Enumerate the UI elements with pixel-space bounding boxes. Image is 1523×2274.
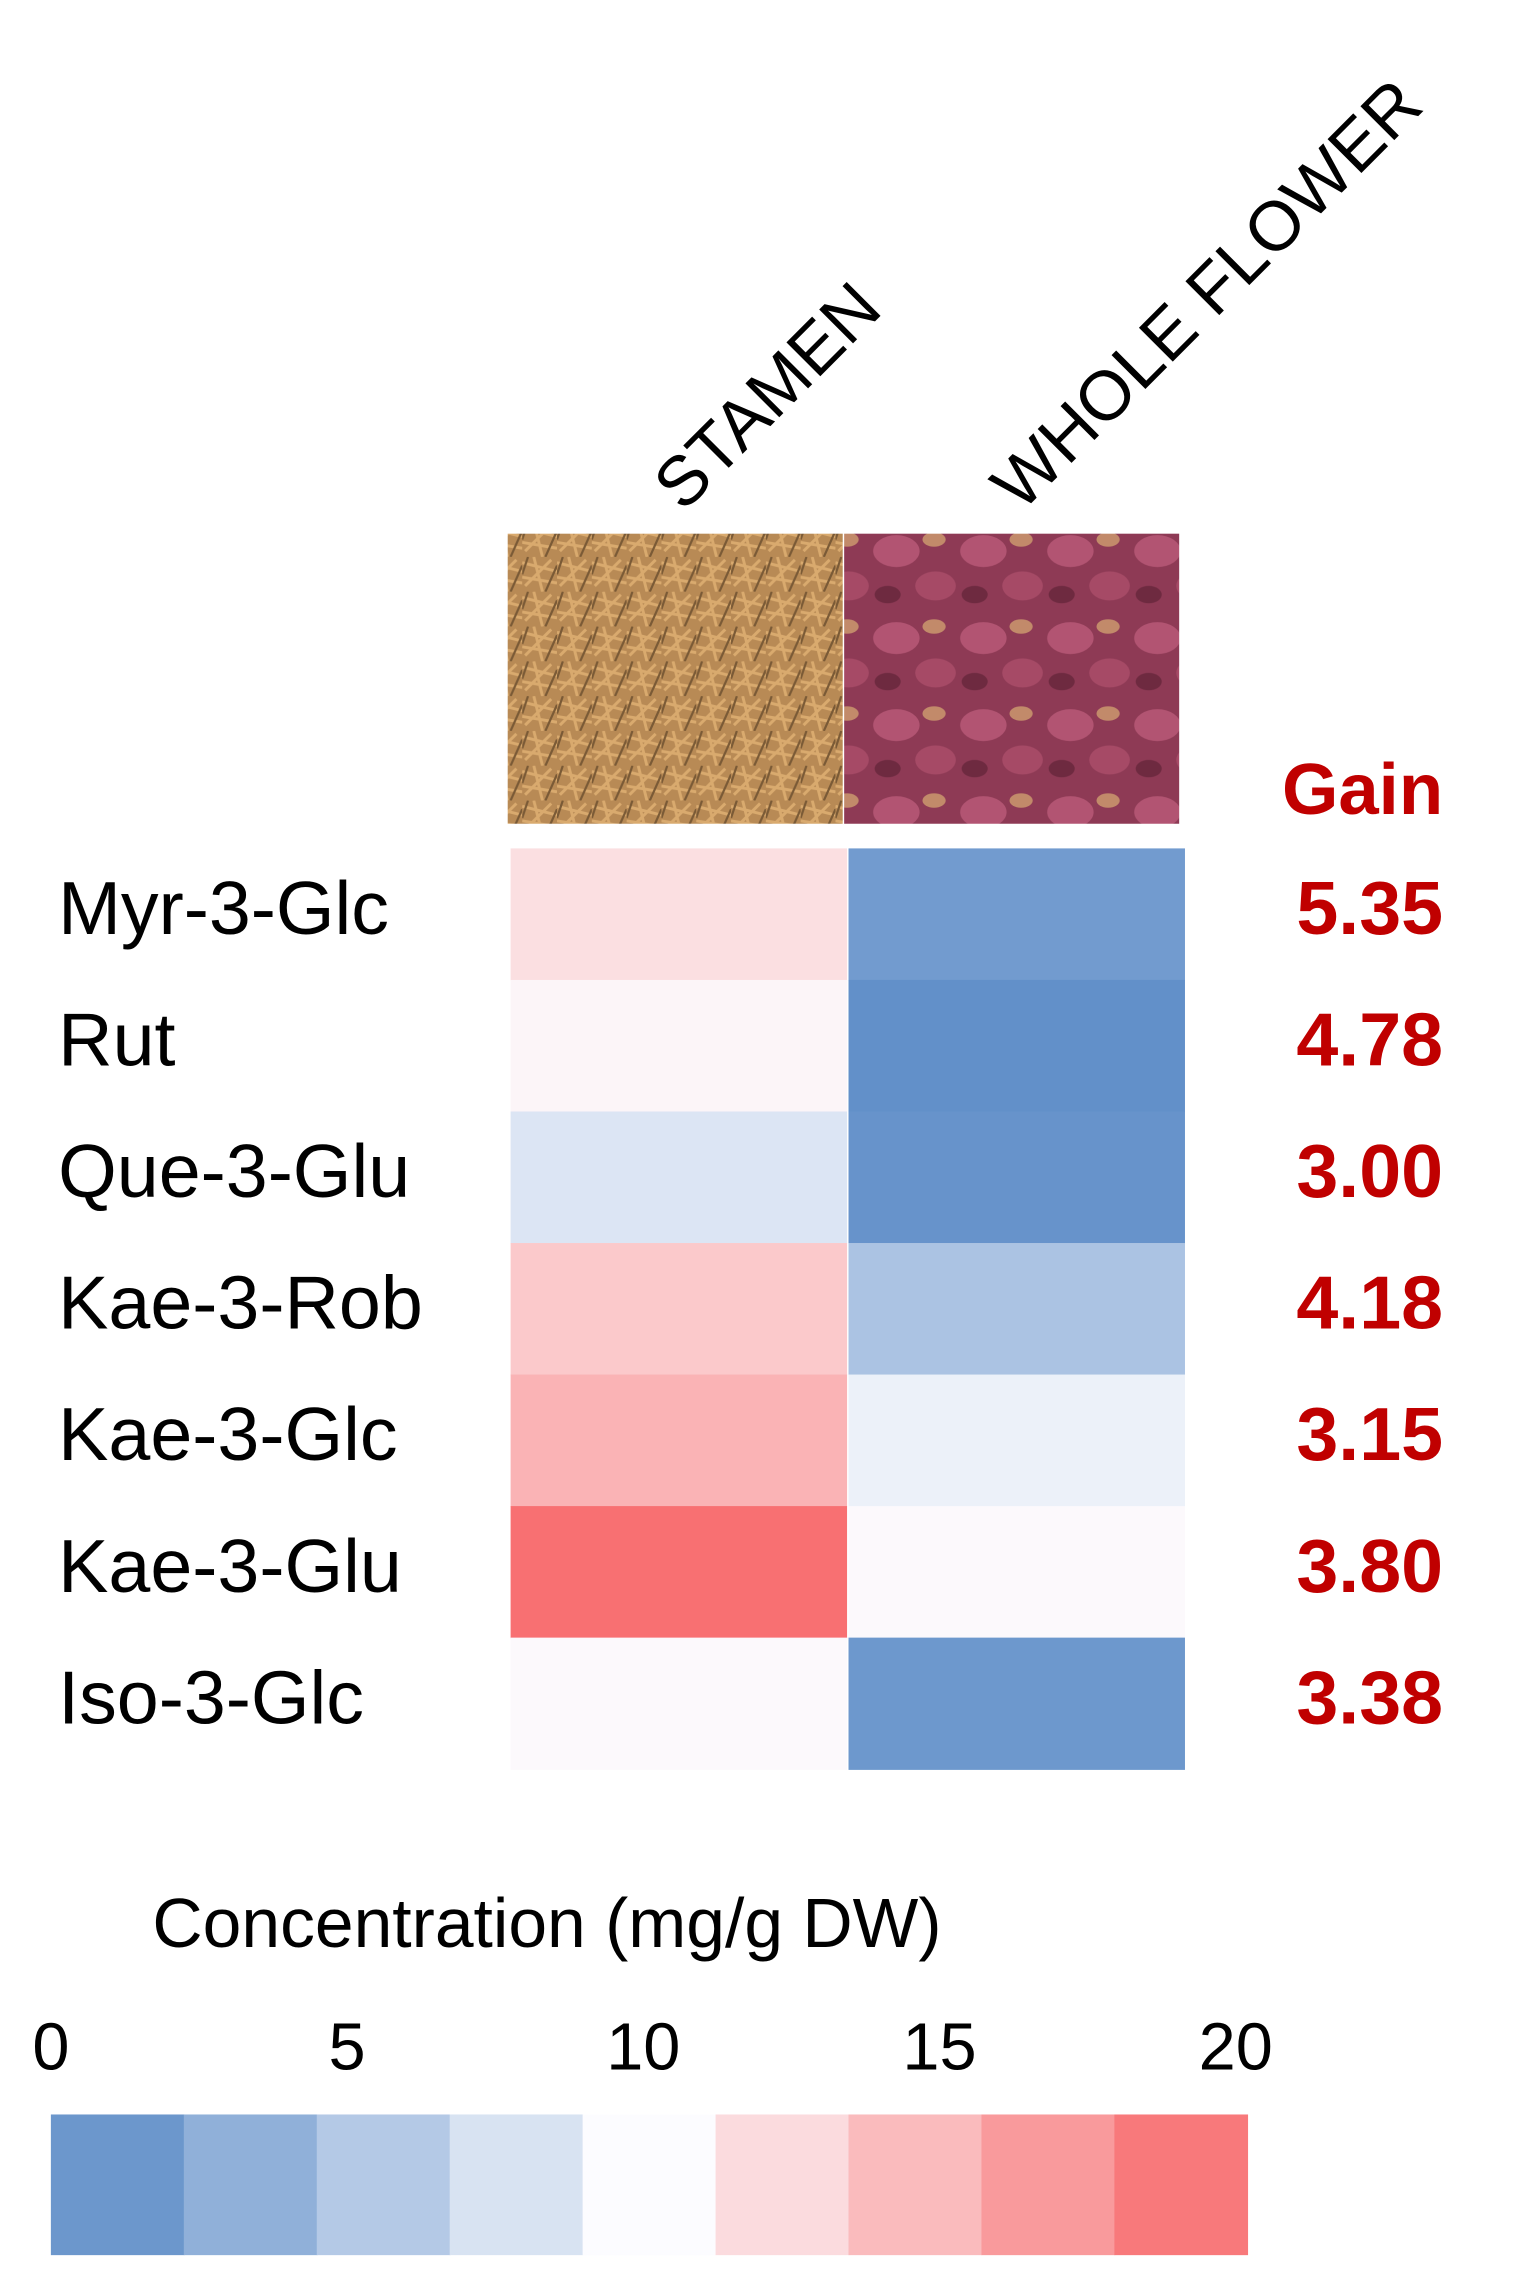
colorbar-step (582, 2114, 717, 2256)
heatmap: STAMEN WHOLE FLOWER Gain Myr-3-Glc 5.35 Rut 4.… (32, 64, 1443, 2256)
gain-value: 4.18 (1296, 1261, 1443, 1345)
heat-cell (510, 1243, 848, 1376)
heat-cell (848, 1637, 1185, 1770)
gain-value: 3.80 (1296, 1524, 1443, 1608)
heat-cell (848, 1243, 1185, 1376)
flower-photo (844, 533, 1180, 824)
heat-cell (848, 979, 1185, 1113)
stamen-photo (507, 533, 843, 824)
heat-cell (848, 1111, 1185, 1244)
row-label: Kae-3-Glu (58, 1524, 402, 1608)
colorbar-step (1114, 2114, 1249, 2256)
gain-value: 3.00 (1296, 1129, 1443, 1213)
colorbar-tick-label: 5 (329, 2011, 366, 2085)
gain-value: 3.15 (1296, 1392, 1443, 1476)
row-label: Kae-3-Glc (58, 1392, 397, 1476)
colorbar-tick-label: 0 (32, 2011, 69, 2085)
row-label: Myr-3-Glc (58, 866, 389, 950)
colorbar-step (316, 2114, 451, 2256)
heat-cell (848, 1374, 1185, 1507)
colorbar-tick-label: 10 (606, 2011, 680, 2085)
colorbar-tick-label: 15 (902, 2011, 976, 2085)
row-label: Iso-3-Glc (58, 1655, 364, 1739)
heat-cell (510, 1637, 848, 1770)
gain-value: 4.78 (1296, 998, 1443, 1082)
gain-value: 3.38 (1296, 1655, 1443, 1739)
column-label: WHOLE FLOWER (976, 64, 1436, 524)
heat-cell (848, 1506, 1185, 1639)
gain-value: 5.35 (1296, 866, 1443, 950)
colorbar-step (715, 2114, 850, 2256)
heat-cell (510, 1374, 848, 1507)
column-label: STAMEN (639, 267, 896, 524)
colorbar-step (50, 2114, 185, 2256)
heat-cell (848, 848, 1185, 981)
heat-cell (510, 1506, 848, 1639)
colorbar-tick-label: 20 (1199, 2011, 1273, 2085)
heat-cell (510, 1111, 848, 1244)
colorbar-title: Concentration (mg/g DW) (152, 1884, 941, 1962)
heat-cell (510, 979, 848, 1113)
colorbar-step (981, 2114, 1116, 2256)
colorbar-step (449, 2114, 584, 2256)
row-label: Kae-3-Rob (58, 1261, 423, 1345)
row-label: Rut (58, 998, 175, 1082)
gain-title: Gain (1282, 749, 1443, 830)
colorbar-step (848, 2114, 983, 2256)
colorbar-step (183, 2114, 318, 2256)
row-label: Que-3-Glu (58, 1129, 410, 1213)
heat-cell (510, 848, 848, 981)
